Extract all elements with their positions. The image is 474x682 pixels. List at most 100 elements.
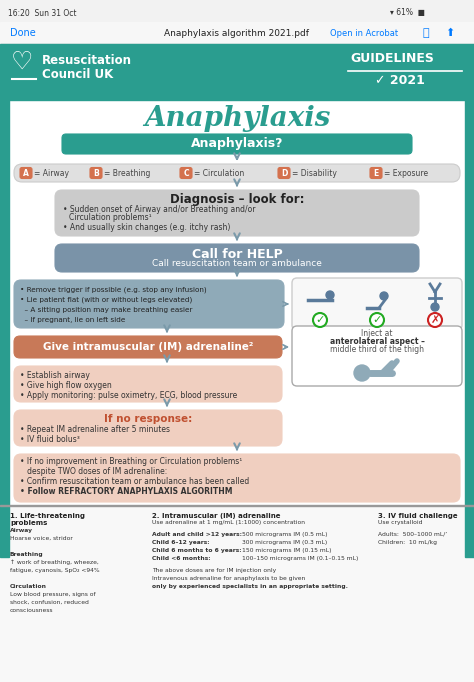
Text: = Airway: = Airway [34, 168, 69, 177]
Circle shape [370, 313, 384, 327]
Circle shape [354, 365, 370, 381]
Text: A: A [23, 168, 29, 177]
FancyBboxPatch shape [292, 278, 462, 330]
Text: GUIDELINES: GUIDELINES [350, 52, 434, 65]
Text: B: B [93, 168, 99, 177]
Text: The above doses are for IM injection only: The above doses are for IM injection onl… [152, 568, 276, 573]
Text: Anaphylaxis?: Anaphylaxis? [191, 138, 283, 151]
Circle shape [326, 291, 334, 299]
Text: Airway: Airway [10, 528, 33, 533]
Text: Call for HELP: Call for HELP [191, 248, 283, 261]
FancyBboxPatch shape [14, 164, 460, 182]
Text: • Follow REFRACTORY ANAPHYLAXIS ALGORITHM: • Follow REFRACTORY ANAPHYLAXIS ALGORITH… [20, 488, 233, 496]
Text: Child 6 months to 6 years:: Child 6 months to 6 years: [152, 548, 242, 553]
Text: = Breathing: = Breathing [104, 168, 150, 177]
Text: 300 micrograms IM (0.3 mL): 300 micrograms IM (0.3 mL) [242, 540, 327, 545]
Text: – A sitting position may make breathing easier: – A sitting position may make breathing … [20, 307, 192, 313]
Text: ✓: ✓ [315, 315, 325, 325]
Text: If no response:: If no response: [104, 414, 192, 424]
Text: • Give high flow oxygen: • Give high flow oxygen [20, 381, 112, 389]
Text: anterolateral aspect –: anterolateral aspect – [329, 336, 424, 346]
Text: 150 micrograms IM (0.15 mL): 150 micrograms IM (0.15 mL) [242, 548, 331, 553]
Text: ✓ 2021: ✓ 2021 [375, 74, 425, 87]
Text: = Disability: = Disability [292, 168, 337, 177]
Bar [465, 100, 474, 557]
Text: 16:20  Sun 31 Oct: 16:20 Sun 31 Oct [8, 8, 76, 18]
FancyBboxPatch shape [55, 244, 419, 272]
Text: • Lie patient flat (with or without legs elevated): • Lie patient flat (with or without legs… [20, 297, 192, 303]
Text: Circulation problems¹: Circulation problems¹ [69, 213, 152, 222]
Text: Resuscitation: Resuscitation [42, 53, 132, 67]
FancyBboxPatch shape [55, 190, 419, 236]
Text: Child <6 months:: Child <6 months: [152, 556, 210, 561]
FancyBboxPatch shape [14, 280, 284, 328]
FancyBboxPatch shape [292, 326, 462, 386]
Text: • Remove trigger if possible (e.g. stop any infusion): • Remove trigger if possible (e.g. stop … [20, 286, 207, 293]
Text: 2. Intramuscular (IM) adrenaline: 2. Intramuscular (IM) adrenaline [152, 513, 281, 519]
Bar [0, 44, 474, 100]
Text: C: C [183, 168, 189, 177]
FancyBboxPatch shape [62, 134, 412, 154]
Text: • IV fluid bolus³: • IV fluid bolus³ [20, 436, 80, 445]
Text: problems: problems [10, 520, 47, 526]
Bar [0, 505, 474, 506]
Text: Anaphylaxis algorithm 2021.pdf: Anaphylaxis algorithm 2021.pdf [164, 29, 310, 38]
Text: • Apply monitoring: pulse oximetry, ECG, blood pressure: • Apply monitoring: pulse oximetry, ECG,… [20, 391, 237, 400]
Text: Circulation: Circulation [10, 584, 47, 589]
FancyBboxPatch shape [20, 168, 32, 179]
Text: 1. Life-threatening: 1. Life-threatening [10, 513, 85, 519]
FancyBboxPatch shape [180, 168, 192, 179]
Text: • Confirm resuscitation team or ambulance has been called: • Confirm resuscitation team or ambulanc… [20, 477, 249, 486]
Text: Call resuscitation team or ambulance: Call resuscitation team or ambulance [152, 259, 322, 269]
Text: fatigue, cyanosis, SpO₂ <94%: fatigue, cyanosis, SpO₂ <94% [10, 568, 100, 573]
Text: Diagnosis – look for:: Diagnosis – look for: [170, 192, 304, 205]
Text: despite TWO doses of IM adrenaline:: despite TWO doses of IM adrenaline: [20, 467, 167, 477]
Text: Intravenous adrenaline for anaphylaxis to be given: Intravenous adrenaline for anaphylaxis t… [152, 576, 305, 581]
Text: 100–150 micrograms IM (0.1–0.15 mL): 100–150 micrograms IM (0.1–0.15 mL) [242, 556, 358, 561]
Bar [0, 100, 474, 557]
Text: D: D [281, 168, 287, 177]
Text: ▾ 61%  ■: ▾ 61% ■ [390, 8, 425, 18]
FancyBboxPatch shape [90, 168, 102, 179]
Text: • And usually skin changes (e.g. itchy rash): • And usually skin changes (e.g. itchy r… [63, 222, 230, 231]
Text: Anaphylaxis: Anaphylaxis [144, 104, 330, 132]
Text: Inject at: Inject at [361, 329, 393, 338]
Text: = Circulation: = Circulation [194, 168, 244, 177]
Bar [0, 22, 474, 44]
Text: • If no improvement in Breathing or Circulation problems¹: • If no improvement in Breathing or Circ… [20, 458, 242, 466]
Text: E: E [374, 168, 379, 177]
Text: shock, confusion, reduced: shock, confusion, reduced [10, 600, 89, 605]
Text: Children:  10 mL/kg: Children: 10 mL/kg [378, 540, 437, 545]
FancyBboxPatch shape [370, 168, 382, 179]
Text: Ⓐ: Ⓐ [423, 28, 429, 38]
Text: • Sudden onset of Airway and/or Breathing and/or: • Sudden onset of Airway and/or Breathin… [63, 205, 255, 215]
Text: Done: Done [10, 28, 36, 38]
Text: Adult and child >12 years:: Adult and child >12 years: [152, 532, 242, 537]
Text: = Exposure: = Exposure [384, 168, 428, 177]
Circle shape [313, 313, 327, 327]
Text: consciousness: consciousness [10, 608, 54, 613]
Text: Council UK: Council UK [42, 68, 113, 82]
FancyBboxPatch shape [14, 410, 282, 446]
Text: • Repeat IM adrenaline after 5 minutes: • Repeat IM adrenaline after 5 minutes [20, 426, 170, 434]
Text: ⬆: ⬆ [445, 28, 455, 38]
Bar [0, 506, 474, 682]
FancyBboxPatch shape [278, 168, 290, 179]
Circle shape [431, 303, 439, 311]
Text: Hoarse voice, stridor: Hoarse voice, stridor [10, 536, 73, 541]
Circle shape [380, 292, 388, 300]
Text: ↑ work of breathing, wheeze,: ↑ work of breathing, wheeze, [10, 560, 99, 565]
Text: ✗: ✗ [430, 315, 440, 325]
Bar [0, 100, 9, 557]
Text: Open in Acrobat: Open in Acrobat [330, 29, 398, 38]
Text: 3. IV fluid challenge: 3. IV fluid challenge [378, 513, 457, 519]
Text: middle third of the thigh: middle third of the thigh [330, 344, 424, 353]
Text: Low blood pressure, signs of: Low blood pressure, signs of [10, 592, 96, 597]
Text: only by experienced specialists in an appropriate setting.: only by experienced specialists in an ap… [152, 584, 348, 589]
Circle shape [428, 313, 442, 327]
Bar [0, 0, 474, 22]
Text: ✓: ✓ [372, 315, 382, 325]
Text: Child 6–12 years:: Child 6–12 years: [152, 540, 210, 545]
FancyBboxPatch shape [14, 336, 282, 358]
Text: – If pregnant, lie on left side: – If pregnant, lie on left side [20, 317, 126, 323]
